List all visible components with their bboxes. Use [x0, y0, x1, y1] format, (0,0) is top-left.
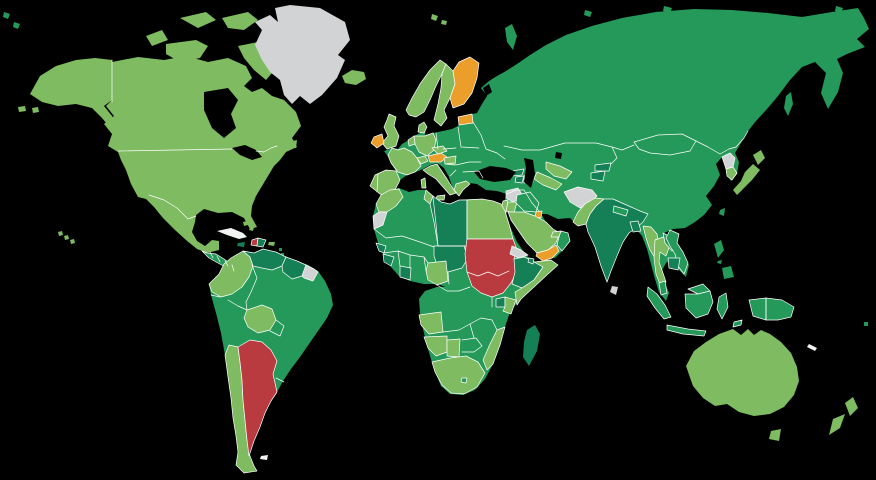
country-djibouti [527, 257, 535, 265]
country-mozambique [482, 326, 506, 371]
country-new-zealand [829, 397, 858, 435]
layer-countries [201, 56, 868, 474]
country-bahamas [243, 221, 254, 231]
new-caledonia [807, 344, 817, 351]
country-cuba [217, 228, 247, 239]
country-kenya [502, 296, 517, 315]
country-ivory-coast [399, 265, 412, 281]
borders-europe [376, 121, 506, 193]
country-saudi-arabia [507, 211, 561, 254]
country-benelux [407, 135, 416, 147]
region-alaska [18, 58, 118, 130]
country-indonesia [646, 286, 767, 337]
country-argentina [237, 339, 278, 457]
country-french-guiana [301, 264, 319, 282]
country-sri-lanka [610, 286, 618, 295]
country-nepal [612, 205, 629, 217]
hawaii-islands [58, 231, 75, 244]
country-south-africa [431, 355, 486, 395]
country-namibia [423, 335, 448, 357]
country-bangladesh [629, 220, 642, 233]
country-kyrgyzstan [594, 162, 612, 172]
country-eritrea [509, 245, 529, 259]
white-sea [483, 84, 492, 96]
country-western-sahara [372, 211, 388, 230]
layer-borders [111, 59, 767, 383]
caspian-sea [524, 158, 535, 188]
layer-water [204, 84, 562, 188]
country-estonia [457, 113, 474, 126]
country-united-kingdom [381, 113, 400, 150]
svalbard-islands [431, 14, 447, 25]
borders-asia [503, 130, 767, 321]
country-philippines [714, 240, 734, 279]
country-mongolia [633, 133, 697, 156]
borders-africa [373, 196, 510, 353]
country-taiwan [719, 208, 725, 216]
country-puerto-rico [268, 242, 275, 246]
falkland-islands [260, 455, 268, 460]
country-cambodia [667, 257, 681, 271]
aral-sea [555, 152, 562, 159]
country-bolivia [243, 304, 277, 334]
country-czechia [431, 145, 448, 155]
country-france [387, 147, 422, 176]
country-oman [556, 230, 571, 252]
country-finland [449, 56, 480, 109]
country-somalia [514, 259, 559, 306]
country-armenia [514, 175, 525, 184]
country-yemen [535, 244, 560, 262]
country-dominican-republic [256, 237, 267, 248]
region-north-america [104, 56, 301, 253]
country-north-korea [721, 152, 736, 170]
country-uzbekistan [545, 161, 573, 180]
country-botswana [446, 338, 461, 358]
country-lesotho [460, 377, 468, 384]
borders-south-america [210, 264, 285, 383]
country-kuwait [534, 210, 543, 219]
country-hungary [443, 155, 457, 166]
country-vietnam [665, 229, 689, 275]
country-turkmenistan [533, 171, 563, 191]
country-jamaica [237, 242, 245, 247]
country-denmark [417, 121, 428, 134]
country-guyana-suriname [281, 256, 307, 280]
black-sea [474, 166, 516, 182]
country-uganda [495, 296, 506, 308]
country-australia [686, 329, 799, 441]
country-greenland [255, 5, 350, 104]
country-madagascar [523, 325, 540, 366]
country-fiji [864, 322, 868, 326]
country-iceland [342, 70, 366, 85]
country-angola [418, 311, 444, 335]
country-switzerland [416, 155, 429, 165]
country-tajikistan [590, 170, 606, 182]
region-eurasia [370, 8, 869, 301]
country-ireland [370, 133, 385, 149]
country-south-korea [725, 166, 738, 181]
country-japan [733, 150, 765, 195]
hudson-bay [204, 88, 238, 138]
country-guinea [382, 253, 395, 267]
borders-north-america [111, 59, 278, 272]
great-lakes [232, 145, 262, 160]
